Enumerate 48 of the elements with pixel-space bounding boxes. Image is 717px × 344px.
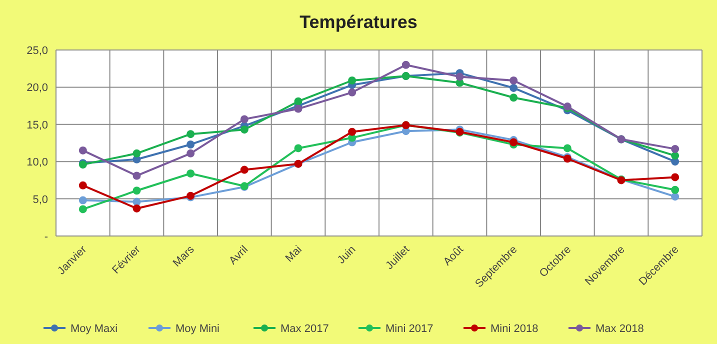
point	[240, 166, 248, 174]
point	[294, 104, 302, 113]
legend-label: Moy Maxi	[70, 323, 118, 335]
point	[186, 170, 195, 178]
chart-title: Températures	[300, 12, 418, 32]
point	[240, 126, 248, 134]
point	[671, 186, 680, 194]
point	[294, 144, 302, 152]
legend-label: Moy Mini	[176, 323, 220, 335]
point	[671, 144, 680, 153]
point	[510, 84, 518, 92]
point	[186, 140, 195, 148]
point	[132, 204, 141, 212]
point	[563, 144, 572, 152]
point	[78, 146, 87, 154]
point	[671, 192, 680, 201]
point	[348, 76, 356, 85]
point	[348, 88, 356, 96]
legend-label: Mini 2018	[490, 323, 538, 335]
point	[671, 173, 680, 182]
point	[78, 205, 87, 214]
y-tick-label: 20,0	[26, 82, 48, 94]
x-tick-label: Mai	[283, 244, 304, 265]
point	[186, 130, 195, 138]
y-tick-label: 15,0	[26, 119, 48, 132]
point	[132, 198, 141, 206]
point	[294, 97, 302, 106]
y-tick-label: 25,0	[26, 45, 48, 57]
point	[510, 94, 518, 102]
legend-label: Max 2018	[596, 323, 644, 335]
point	[240, 115, 248, 124]
y-tick-label: 10,0	[26, 156, 48, 169]
point	[456, 72, 464, 81]
y-tick-label: 5,0	[32, 194, 48, 206]
legend-label: Max 2017	[280, 323, 329, 335]
point	[132, 172, 141, 180]
point	[671, 152, 680, 160]
point	[348, 128, 356, 136]
x-tick-label: Juin	[335, 244, 358, 266]
point	[186, 149, 195, 158]
point	[510, 76, 518, 85]
point	[132, 186, 141, 195]
point	[78, 181, 87, 190]
legend-label: Mini 2017	[386, 323, 434, 335]
point	[402, 60, 410, 69]
point	[132, 149, 141, 158]
y-tick-label: -	[44, 231, 48, 243]
point	[78, 196, 87, 204]
